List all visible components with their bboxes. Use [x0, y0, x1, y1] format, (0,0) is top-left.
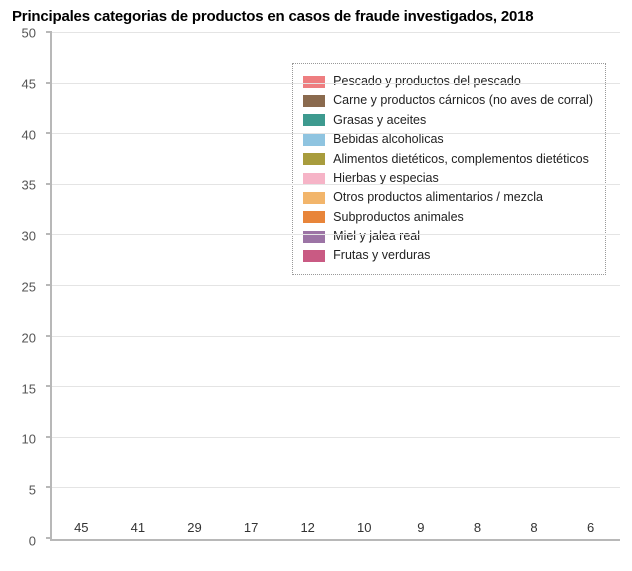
legend-item: Subproductos animales — [303, 208, 593, 227]
bar-value-label: 41 — [131, 520, 145, 535]
chart-title: Principales categorias de productos en c… — [12, 8, 620, 25]
y-tick-mark — [46, 183, 52, 185]
legend-swatch — [303, 250, 325, 262]
grid-line — [52, 32, 620, 33]
y-tick-label: 40 — [22, 127, 36, 142]
legend-swatch — [303, 134, 325, 146]
bar-column: 9 — [398, 520, 445, 539]
bar-value-label: 10 — [357, 520, 371, 535]
y-tick-mark — [46, 233, 52, 235]
y-tick-label: 25 — [22, 280, 36, 295]
y-tick-mark — [46, 31, 52, 33]
legend-label: Carne y productos cárnicos (no aves de c… — [333, 91, 593, 110]
bar-value-label: 17 — [244, 520, 258, 535]
bar-value-label: 29 — [187, 520, 201, 535]
legend-swatch — [303, 95, 325, 107]
legend-label: Grasas y aceites — [333, 111, 426, 130]
legend-item: Frutas y verduras — [303, 246, 593, 265]
y-tick-mark — [46, 486, 52, 488]
bar-column: 45 — [58, 520, 105, 539]
y-tick-mark — [46, 82, 52, 84]
y-tick-label: 30 — [22, 229, 36, 244]
y-tick-label: 50 — [22, 26, 36, 41]
y-tick-label: 0 — [29, 534, 36, 549]
bar-column: 6 — [567, 520, 614, 539]
legend-label: Subproductos animales — [333, 208, 464, 227]
legend-label: Frutas y verduras — [333, 246, 430, 265]
y-axis: 05101520253035404550 — [12, 33, 40, 541]
legend-swatch — [303, 114, 325, 126]
y-tick-label: 5 — [29, 483, 36, 498]
bar-value-label: 8 — [474, 520, 481, 535]
bar-value-label: 8 — [530, 520, 537, 535]
bar-value-label: 45 — [74, 520, 88, 535]
bar-value-label: 9 — [417, 520, 424, 535]
legend-item: Otros productos alimentarios / mezcla — [303, 188, 593, 207]
y-tick-label: 20 — [22, 330, 36, 345]
legend-swatch — [303, 173, 325, 185]
y-tick-mark — [46, 132, 52, 134]
y-tick-label: 45 — [22, 76, 36, 91]
legend-item: Grasas y aceites — [303, 111, 593, 130]
legend-label: Alimentos dietéticos, complementos dieté… — [333, 150, 589, 169]
bar-column: 10 — [341, 520, 388, 539]
bar-column: 12 — [284, 520, 331, 539]
grid-line — [52, 285, 620, 286]
y-tick-label: 10 — [22, 432, 36, 447]
y-tick-mark — [46, 537, 52, 539]
y-tick-mark — [46, 284, 52, 286]
y-tick-mark — [46, 335, 52, 337]
grid-line — [52, 386, 620, 387]
legend-swatch — [303, 231, 325, 243]
bar-value-label: 6 — [587, 520, 594, 535]
legend-label: Miel y jalea real — [333, 227, 420, 246]
bar-column: 8 — [454, 520, 501, 539]
legend-swatch — [303, 192, 325, 204]
y-tick-mark — [46, 436, 52, 438]
legend-swatch — [303, 153, 325, 165]
legend-label: Hierbas y especias — [333, 169, 439, 188]
grid-line — [52, 437, 620, 438]
legend-swatch — [303, 211, 325, 223]
grid-line — [52, 83, 620, 84]
grid-line — [52, 184, 620, 185]
y-tick-mark — [46, 385, 52, 387]
grid-line — [52, 487, 620, 488]
legend-item: Carne y productos cárnicos (no aves de c… — [303, 91, 593, 110]
plot-area: 45 41 29 17 12 10 9 8 8 6 Pescado y productos del… — [50, 33, 620, 541]
grid-line — [52, 133, 620, 134]
grid-line — [52, 234, 620, 235]
legend-label: Otros productos alimentarios / mezcla — [333, 188, 543, 207]
grid-line — [52, 336, 620, 337]
legend-item: Hierbas y especias — [303, 169, 593, 188]
bar-value-label: 12 — [300, 520, 314, 535]
bar-column: 8 — [511, 520, 558, 539]
legend-item: Alimentos dietéticos, complementos dieté… — [303, 150, 593, 169]
y-tick-label: 35 — [22, 178, 36, 193]
bar-column: 17 — [228, 520, 275, 539]
bar-column: 29 — [171, 520, 218, 539]
chart-container: 05101520253035404550 4541291712109886 Pe… — [12, 33, 620, 563]
y-tick-label: 15 — [22, 381, 36, 396]
bar-column: 41 — [115, 520, 162, 539]
legend-item: Miel y jalea real — [303, 227, 593, 246]
legend: Pescado y productos del pescadoCarne y p… — [292, 63, 606, 275]
